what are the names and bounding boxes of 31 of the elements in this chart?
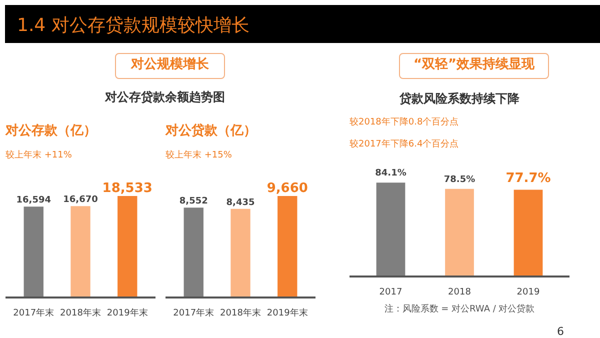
- x-tick-label: 2019年末: [266, 308, 308, 318]
- x-tick-label: 2018: [448, 288, 472, 298]
- data-label: 84.1%: [375, 168, 406, 179]
- text: 较上年末 +15%: [166, 150, 232, 160]
- text: 6: [557, 324, 564, 338]
- text: 较上年末 +11%: [6, 150, 72, 160]
- text: 注：风险系数 = 对公RWA / 对公贷款: [384, 304, 535, 314]
- data-label: 77.7%: [506, 170, 551, 186]
- x-tick-label: 2019年末: [106, 308, 148, 318]
- text: 1.4 对公存贷款规模较快增长: [17, 14, 250, 38]
- x-tick-label: 2019: [516, 288, 540, 298]
- chart-title: 贷款风险系数持续下降: [398, 92, 520, 106]
- text: 较2017年下降6.4个百分点: [350, 138, 459, 150]
- data-label: 8,552: [179, 196, 208, 207]
- data-label: 8,435: [226, 198, 255, 208]
- data-label: 16,594: [16, 196, 51, 206]
- data-label: 18,533: [102, 180, 152, 196]
- text: 较2018年下降0.8个百分点: [350, 116, 459, 128]
- x-tick-label: 2017年末: [173, 308, 214, 318]
- chart-title: 对公贷款（亿）: [164, 122, 256, 138]
- chart-title: 对公存款（亿）: [4, 124, 96, 138]
- x-tick-label: 2017: [379, 288, 402, 298]
- data-label: 9,660: [266, 180, 308, 196]
- text: 对公规模增长: [131, 56, 209, 74]
- data-label: 78.5%: [444, 174, 476, 185]
- x-tick-label: 2018年末: [220, 308, 261, 318]
- x-tick-label: 2017年末: [13, 308, 54, 318]
- x-tick-label: 2018年末: [60, 308, 101, 318]
- text: 对公存贷款余额趋势图: [105, 89, 225, 106]
- text: “双轻”效果持续显现: [413, 56, 535, 74]
- data-label: 16,670: [63, 195, 98, 206]
